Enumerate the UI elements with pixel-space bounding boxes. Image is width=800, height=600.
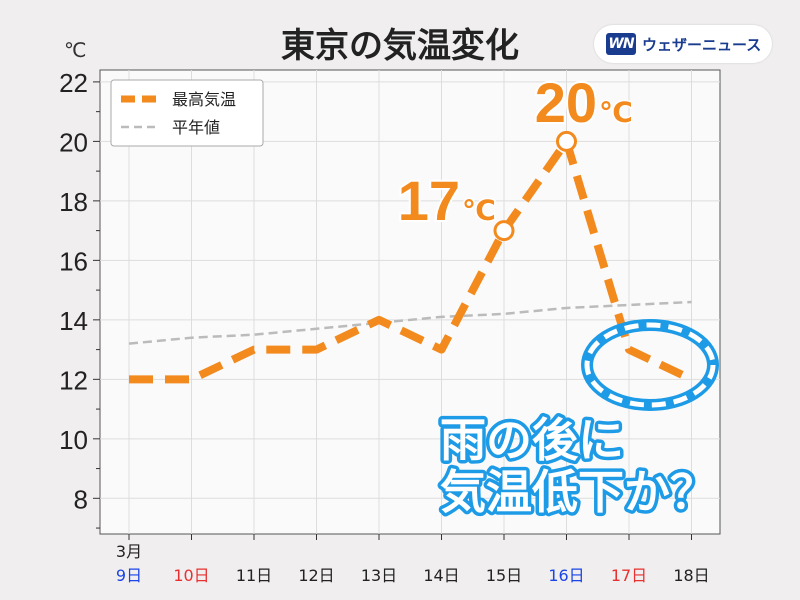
plot-area — [99, 69, 721, 535]
y-tick-label: 8 — [74, 484, 88, 514]
data-point-marker — [493, 220, 515, 242]
x-tick-label: 13日 — [361, 566, 397, 585]
callout-text: 雨の後に — [440, 413, 624, 467]
y-tick-label: 16 — [59, 246, 88, 276]
legend-label-normal: 平年値 — [172, 118, 220, 137]
x-tick-label: 14日 — [423, 566, 459, 585]
y-tick-label: 10 — [59, 425, 88, 455]
highlight-ellipse-inner — [584, 322, 716, 408]
series-normal-line — [128, 300, 692, 345]
x-tick-label: 11日 — [236, 566, 272, 585]
weathernews-logo: WN ウェザーニュース — [594, 25, 772, 63]
x-tick-label: 9日 — [116, 566, 142, 585]
y-tick-label: 20 — [59, 127, 88, 157]
logo-mark: WN — [606, 33, 636, 55]
data-label-value: 17 — [398, 169, 460, 232]
x-month-label: 3月 — [116, 542, 142, 561]
logo-text: ウェザーニュース — [642, 35, 762, 54]
y-tick-label: 22 — [59, 68, 88, 98]
x-tick-label: 16日 — [548, 566, 584, 585]
page-title: 東京の気温変化 — [281, 26, 519, 66]
series-high-line — [129, 137, 694, 384]
data-label-unit: ℃ — [599, 96, 633, 129]
x-tick-label: 10日 — [173, 566, 209, 585]
callout-text: 気温低下か？ — [440, 465, 716, 519]
y-tick-label: 18 — [59, 187, 88, 217]
data-label-unit: ℃ — [462, 194, 496, 227]
data-point-marker — [556, 130, 577, 152]
y-tick-label: 14 — [59, 306, 88, 336]
y-tick-label: 12 — [59, 365, 88, 395]
legend-label-high: 最高気温 — [172, 90, 236, 109]
x-tick-label: 15日 — [486, 566, 522, 585]
data-label-value: 20 — [535, 71, 597, 134]
x-tick-label: 18日 — [673, 566, 709, 585]
x-tick-label: 17日 — [611, 566, 647, 585]
y-axis-unit: ℃ — [64, 38, 87, 62]
x-tick-label: 12日 — [298, 566, 334, 585]
